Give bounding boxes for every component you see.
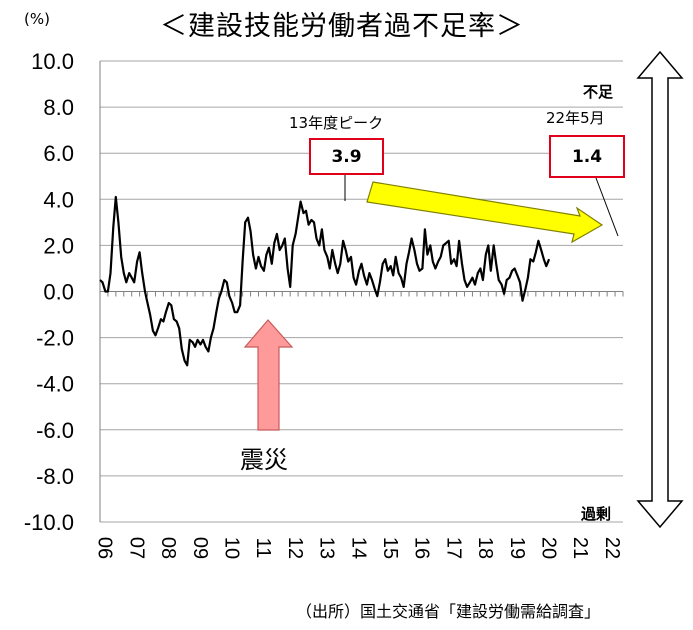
y-tick-label: -8.0 bbox=[36, 464, 74, 489]
x-tick-label: 21 bbox=[569, 537, 591, 559]
x-tick-label: 14 bbox=[347, 537, 369, 559]
y-tick-label: -6.0 bbox=[36, 418, 74, 443]
y-tick-label: 6.0 bbox=[43, 141, 74, 166]
latest-label-date: 22年5月 bbox=[546, 109, 605, 127]
y-tick-label: 8.0 bbox=[43, 95, 74, 120]
x-tick-label: 08 bbox=[157, 537, 179, 559]
quake-arrow bbox=[243, 319, 294, 431]
x-tick-label: 10 bbox=[221, 537, 243, 559]
x-tick-label: 07 bbox=[125, 537, 147, 559]
latest-value: 1.4 bbox=[571, 146, 603, 167]
latest-leader-line bbox=[595, 177, 619, 237]
unit-label: (%) bbox=[24, 10, 50, 28]
y-tick-label: -4.0 bbox=[36, 372, 74, 397]
y-tick-label: -2.0 bbox=[36, 326, 74, 351]
series-group bbox=[99, 195, 551, 367]
x-tick-label: 22 bbox=[601, 537, 623, 559]
x-tick-label: 19 bbox=[506, 537, 528, 559]
latest-value-box: 1.4 bbox=[549, 135, 625, 178]
x-tick-label: 20 bbox=[537, 537, 559, 559]
chart-title: ＜建設技能労働者過不足率＞ bbox=[160, 11, 524, 42]
quake-label: 震災 bbox=[240, 446, 288, 474]
latest-label-top: 不足 bbox=[583, 83, 614, 101]
x-tick-label: 11 bbox=[252, 538, 274, 559]
trend-arrow bbox=[366, 181, 604, 244]
y-tick-label: -10.0 bbox=[24, 510, 74, 535]
shortage-surplus-arrow bbox=[636, 50, 684, 529]
x-tick-label: 09 bbox=[189, 537, 211, 559]
y-tick-label: 4.0 bbox=[43, 187, 74, 212]
x-tick-label: 17 bbox=[442, 537, 464, 559]
zero-baseline-tickmarks bbox=[99, 291, 624, 297]
peak-value-box: 3.9 bbox=[309, 138, 384, 175]
y-tick-label: 2.0 bbox=[43, 233, 74, 258]
y-axis-ticks: 10.0 8.0 6.0 4.0 2.0 0.0 -2.0 -4.0 -6.0 -8.0 -10.0 bbox=[24, 49, 74, 535]
x-tick-label: 16 bbox=[411, 537, 433, 559]
y-tick-label: 0.0 bbox=[43, 280, 74, 305]
series-line bbox=[99, 195, 551, 367]
x-tick-label: 13 bbox=[316, 537, 338, 559]
surplus-label: 過剰 bbox=[581, 505, 612, 523]
source-note: （出所）国土交通省「建設労働需給調査」 bbox=[296, 602, 601, 621]
y-tick-label: 10.0 bbox=[31, 49, 74, 74]
x-tick-label: 18 bbox=[474, 537, 496, 559]
x-tick-label: 06 bbox=[94, 537, 116, 559]
peak-value: 3.9 bbox=[331, 146, 362, 167]
peak-label: 13年度ピーク bbox=[289, 114, 384, 132]
x-tick-label: 12 bbox=[284, 537, 306, 559]
x-tick-label: 15 bbox=[379, 537, 401, 559]
gridlines bbox=[100, 60, 623, 523]
x-axis-ticks: 06 07 08 09 10 11 12 13 14 15 16 17 18 19 20 21 22 bbox=[94, 537, 623, 559]
